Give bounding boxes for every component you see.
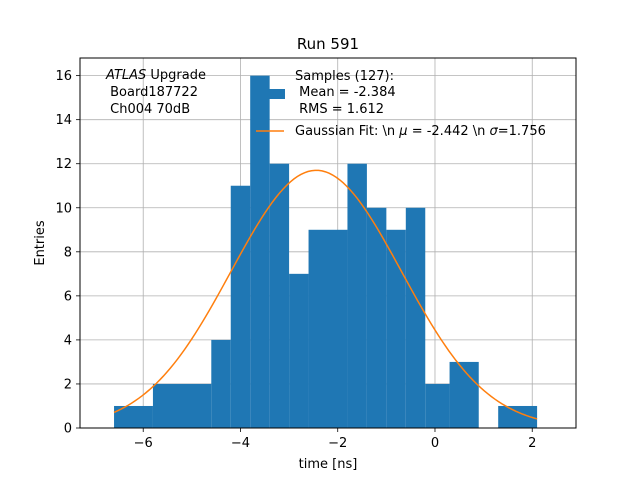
histogram-bar <box>250 75 270 428</box>
x-tick-label: 0 <box>431 436 439 451</box>
annotation-line-3: Ch004 70dB <box>106 102 190 117</box>
chart-title: Run 591 <box>297 35 359 53</box>
y-tick-label: 14 <box>55 113 72 128</box>
histogram-bars <box>114 75 538 428</box>
x-axis-label: time [ns] <box>299 457 358 472</box>
x-tick-label: 2 <box>528 436 536 451</box>
histogram-bar <box>269 163 290 428</box>
legend-samples-line-1: Samples (127): <box>295 69 394 84</box>
y-tick-label: 10 <box>55 201 72 216</box>
mu-symbol: μ <box>398 124 407 139</box>
fit-label-suffix: =1.756 <box>498 124 546 139</box>
fit-curve <box>113 169 538 420</box>
legend-samples-line-3: RMS = 1.612 <box>295 102 384 117</box>
legend-fit-label: Gaussian Fit: \n μ = -2.442 \n σ=1.756 <box>295 124 546 139</box>
y-tick-label: 2 <box>64 377 72 392</box>
histogram-bar <box>308 229 348 428</box>
x-ticks: −6 −4 −2 0 2 <box>134 428 536 451</box>
y-tick-label: 8 <box>64 245 72 260</box>
x-tick-label: −4 <box>231 436 250 451</box>
histogram-bar <box>230 185 251 428</box>
histogram-bar <box>386 229 406 428</box>
y-tick-label: 0 <box>64 422 72 437</box>
annotation-line-2: Board187722 <box>106 85 198 100</box>
upgrade-label: Upgrade <box>146 68 206 83</box>
histogram-bar <box>449 361 479 428</box>
y-tick-label: 12 <box>55 157 72 172</box>
histogram-bar <box>152 383 212 428</box>
legend: Samples (127): Mean = -2.384 RMS = 1.612… <box>256 69 546 139</box>
histogram-bar <box>114 405 153 428</box>
y-tick-label: 4 <box>64 333 72 348</box>
histogram-bar <box>498 405 538 428</box>
histogram-bar <box>405 207 426 428</box>
plot-frame <box>79 57 577 429</box>
fit-label-prefix: Gaussian Fit: \n <box>295 124 399 139</box>
legend-samples-patch <box>257 89 285 99</box>
fit-label-mid: = -2.442 \n <box>408 124 490 139</box>
histogram-bar <box>425 383 450 428</box>
annotation-line-1: ATLAS Upgrade <box>105 68 206 83</box>
histogram-bar <box>289 273 309 428</box>
y-axis-label: Entries <box>33 220 48 266</box>
atlas-label: ATLAS <box>105 68 146 83</box>
annotation-block: ATLAS Upgrade Board187722 Ch004 70dB <box>105 68 206 117</box>
x-tick-label: −6 <box>134 436 153 451</box>
histogram-bar <box>211 339 231 428</box>
legend-samples-line-2: Mean = -2.384 <box>295 85 396 100</box>
histogram-bar <box>347 163 367 428</box>
x-tick-label: −2 <box>328 436 347 451</box>
gaussian-fit <box>113 169 538 420</box>
sigma-symbol: σ <box>490 124 499 139</box>
histogram-bar <box>366 207 387 428</box>
y-ticks: 0 2 4 6 8 10 12 14 16 <box>55 69 80 437</box>
y-tick-label: 6 <box>64 289 72 304</box>
y-tick-label: 16 <box>55 69 72 84</box>
